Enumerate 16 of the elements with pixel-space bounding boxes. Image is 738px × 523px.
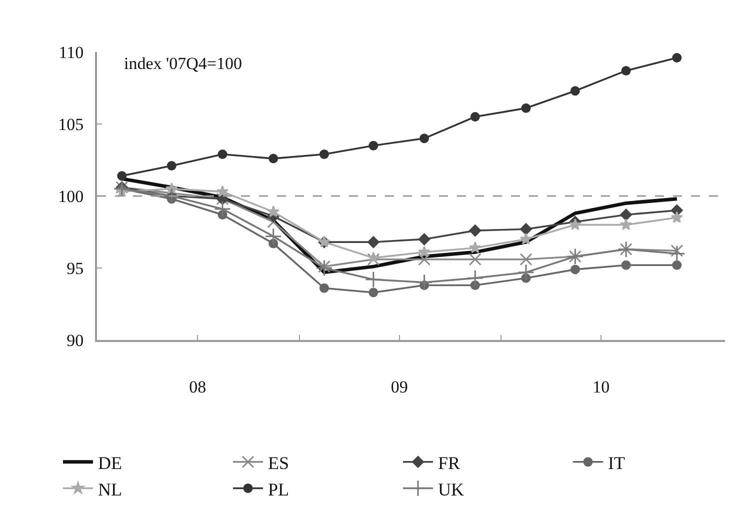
legend-label: NL (98, 479, 122, 500)
x-tick-label: 09 (390, 377, 408, 396)
legend-label: UK (438, 479, 464, 500)
y-tick-label: 110 (58, 42, 84, 62)
legend-label: FR (438, 452, 460, 473)
x-tick-label: 10 (592, 377, 610, 396)
legend-label: DE (98, 452, 122, 473)
y-tick-label: 95 (66, 258, 84, 278)
legend-label: PL (268, 479, 290, 500)
legend-label: ES (268, 452, 290, 473)
x-tick-label: 08 (189, 377, 206, 396)
legend-label: IT (608, 452, 625, 473)
y-tick-label: 100 (58, 186, 84, 206)
y-tick-label: 90 (66, 330, 84, 350)
annotation: index '07Q4=100 (124, 54, 242, 73)
y-tick-label: 105 (58, 114, 84, 134)
